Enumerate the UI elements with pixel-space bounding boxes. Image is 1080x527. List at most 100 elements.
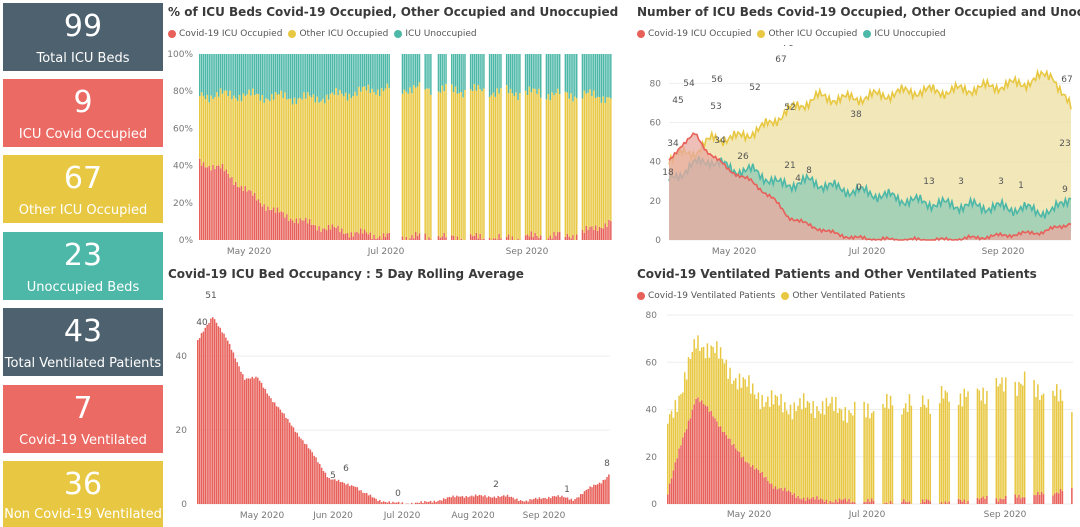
bar-rolling-average <box>382 501 385 504</box>
y-tick-label: 80 <box>650 79 662 89</box>
bar-rolling-average <box>570 498 573 504</box>
legend-item-other[interactable]: Other ICU Occupied <box>288 29 388 39</box>
y-tick-label: 60 <box>646 358 658 368</box>
bar-other-ventilated <box>995 378 998 499</box>
legend-item-covid[interactable]: Covid-19 ICU Occupied <box>637 29 751 39</box>
bar-covid-pct <box>284 217 286 240</box>
bar-covid-ventilated <box>700 400 703 504</box>
bar-rolling-average <box>319 463 321 504</box>
y-tick-label: 40 <box>176 352 188 362</box>
bar-unocc-pct <box>267 54 269 100</box>
bar-unocc-pct <box>536 54 538 94</box>
bar-other-pct <box>259 100 262 203</box>
data-label: 54 <box>683 79 695 89</box>
bar-unocc-pct <box>596 54 599 97</box>
bar-other-pct <box>375 94 377 239</box>
bar-other-pct <box>492 92 495 239</box>
bar-other-pct <box>350 98 353 233</box>
bar-unocc-pct <box>303 54 305 93</box>
bar-covid-pct <box>303 220 305 240</box>
data-label: 52 <box>784 103 795 113</box>
bar-rolling-average <box>486 497 488 504</box>
bar-other-pct <box>335 87 337 228</box>
bar-covid-pct <box>558 231 561 240</box>
bar-other-pct <box>587 92 589 230</box>
bar-covid-pct <box>428 237 430 240</box>
bar-covid-pct <box>341 228 343 240</box>
bar-other-ventilated <box>753 394 756 470</box>
bar-other-pct <box>445 83 447 238</box>
kpi-card-other-icu-occupied: 67 Other ICU Occupied <box>3 155 163 223</box>
bar-covid-ventilated <box>708 411 711 504</box>
bar-other-ventilated <box>887 408 890 504</box>
bar-other-pct <box>515 92 517 240</box>
bar-other-ventilated <box>685 379 688 430</box>
bar-rolling-average <box>572 500 574 504</box>
bar-other-ventilated <box>806 400 809 498</box>
bar-covid-pct <box>223 171 226 240</box>
bar-covid-pct <box>206 167 209 240</box>
bar-unocc-pct <box>517 54 519 100</box>
bar-other-pct <box>341 93 343 229</box>
bar-other-ventilated <box>865 417 867 503</box>
bar-other-ventilated <box>827 406 830 504</box>
bar-unocc-pct <box>473 54 476 84</box>
bar-rolling-average <box>285 417 287 504</box>
bar-covid-pct <box>530 231 533 240</box>
bar-rolling-average <box>369 494 372 504</box>
bar-covid-ventilated <box>768 483 771 504</box>
bar-other-ventilated <box>844 407 847 499</box>
bar-other-ventilated <box>863 401 865 503</box>
bar-covid-ventilated <box>829 500 831 504</box>
bar-rolling-average <box>512 497 514 504</box>
bar-other-pct <box>564 91 567 237</box>
bar-other-pct <box>430 94 432 240</box>
data-label: 1 <box>564 485 570 495</box>
bar-rolling-average <box>347 483 349 504</box>
data-label: 34 <box>667 139 679 149</box>
bar-covid-ventilated <box>678 448 680 504</box>
bar-unocc-pct <box>257 54 260 95</box>
bar-other-pct <box>576 98 578 235</box>
legend-item-covid-ventilated[interactable]: Covid-19 Ventilated Patients <box>637 291 775 301</box>
bar-unocc-pct <box>278 54 281 95</box>
bar-other-pct <box>310 97 313 225</box>
bar-rolling-average <box>304 443 306 504</box>
bar-unocc-pct <box>259 54 262 101</box>
bar-rolling-average <box>332 479 334 504</box>
bar-covid-ventilated <box>725 435 728 504</box>
bar-rolling-average <box>598 482 601 504</box>
bar-rolling-average <box>600 483 603 504</box>
kpi-label: Non Covid-19 Ventilated <box>4 507 162 522</box>
bar-other-ventilated <box>797 405 799 496</box>
bar-rolling-average <box>219 327 222 504</box>
bar-covid-ventilated <box>1059 488 1062 504</box>
bar-covid-ventilated <box>1033 495 1035 504</box>
bar-covid-ventilated <box>959 499 962 504</box>
bar-covid-pct <box>259 202 262 240</box>
legend-item-other[interactable]: Other ICU Occupied <box>757 29 857 39</box>
bar-rolling-average <box>559 497 561 504</box>
bar-other-pct <box>314 102 317 226</box>
bar-other-ventilated <box>802 393 805 498</box>
bar-other-pct <box>242 93 245 191</box>
legend-item-covid[interactable]: Covid-19 ICU Occupied <box>168 29 282 39</box>
bar-other-pct <box>286 99 288 215</box>
bar-rolling-average <box>266 393 268 504</box>
bar-unocc-pct <box>299 54 301 98</box>
kpi-label: Other ICU Occupied <box>18 203 148 218</box>
bar-other-pct <box>318 102 320 227</box>
bar-other-ventilated <box>1014 381 1016 495</box>
bar-other-pct <box>291 104 294 221</box>
bar-rolling-average <box>311 452 314 504</box>
bar-rolling-average <box>356 487 359 504</box>
bar-other-pct <box>348 93 351 238</box>
legend-item-unoccupied[interactable]: ICU Unoccupied <box>394 29 477 39</box>
legend-item-other-ventilated[interactable]: Other Ventilated Patients <box>781 291 905 301</box>
bar-covid-ventilated <box>940 502 943 504</box>
bar-other-ventilated <box>872 411 875 501</box>
kpi-label: Covid-19 Ventilated <box>19 433 147 448</box>
bar-rolling-average <box>549 498 552 504</box>
legend-item-unoccupied[interactable]: ICU Unoccupied <box>863 29 946 39</box>
bar-unocc-pct <box>602 54 605 97</box>
